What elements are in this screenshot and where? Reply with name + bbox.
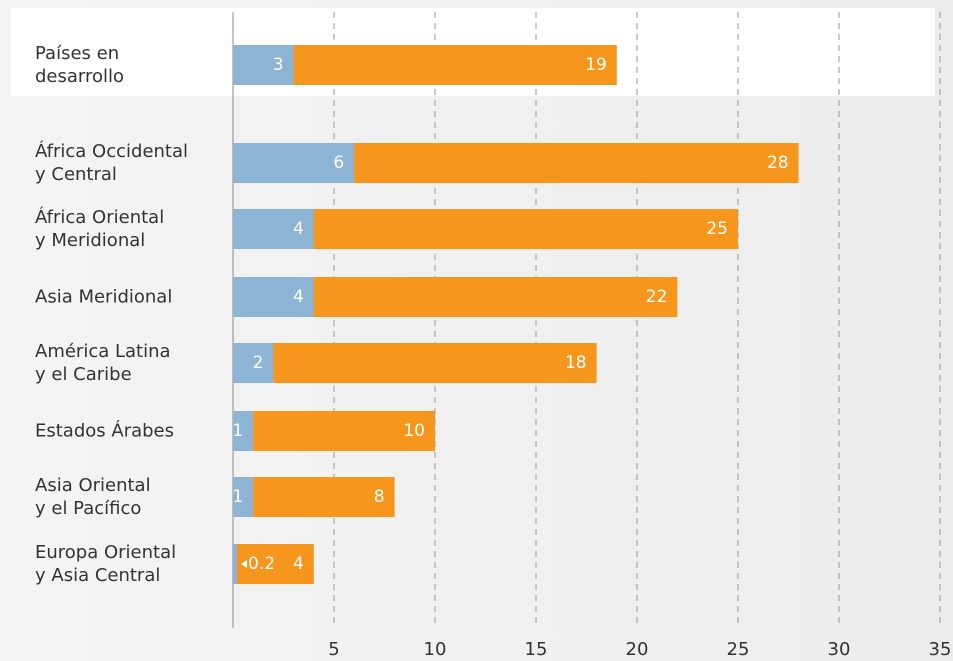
category-label: Estados Árabes [35,420,174,442]
category-label: América Latina y el Caribe [35,341,171,385]
value-label: 1 [232,421,243,441]
value-label: 4 [293,287,304,307]
category-label: Países en desarrollo [35,43,125,87]
category-label: Asia Meridional [35,286,173,308]
value-label: 19 [585,55,607,75]
x-tick-label: 25 [727,639,750,660]
bar [233,209,738,249]
x-tick-label: 35 [929,639,952,660]
x-tick-label: 30 [828,639,851,660]
category-label: Asia Oriental y el Pacífico [35,475,151,519]
bar [233,143,355,183]
category-label: África Occidental y Central [35,141,189,185]
x-tick-label: 5 [328,639,339,660]
value-label: 6 [333,153,344,173]
bar [233,477,395,517]
bar [233,544,238,584]
bar [233,45,294,85]
bar [233,343,274,383]
value-label: 1 [232,487,243,507]
bar [233,277,314,317]
x-tick-label: 20 [626,639,649,660]
value-label: 4 [293,554,304,574]
value-label: 22 [646,287,668,307]
value-label: 4 [293,219,304,239]
value-label: 28 [767,153,789,173]
category-label: África Oriental y Meridional [35,207,165,251]
bar [233,343,597,383]
x-tick-label: 15 [525,639,548,660]
pointer [241,560,248,568]
value-label: 2 [253,353,264,373]
category-label: Europa Oriental y Asia Central [35,542,177,586]
x-tick-label: 10 [424,639,447,660]
value-label: 8 [374,487,385,507]
value-label: 0.2 [248,554,275,574]
bar [233,209,314,249]
bar [233,411,254,451]
bar [233,411,435,451]
value-label: 25 [706,219,728,239]
value-label: 18 [565,353,587,373]
bar [233,477,254,517]
bar [233,45,617,85]
value-label: 10 [403,421,425,441]
value-label: 3 [273,55,284,75]
